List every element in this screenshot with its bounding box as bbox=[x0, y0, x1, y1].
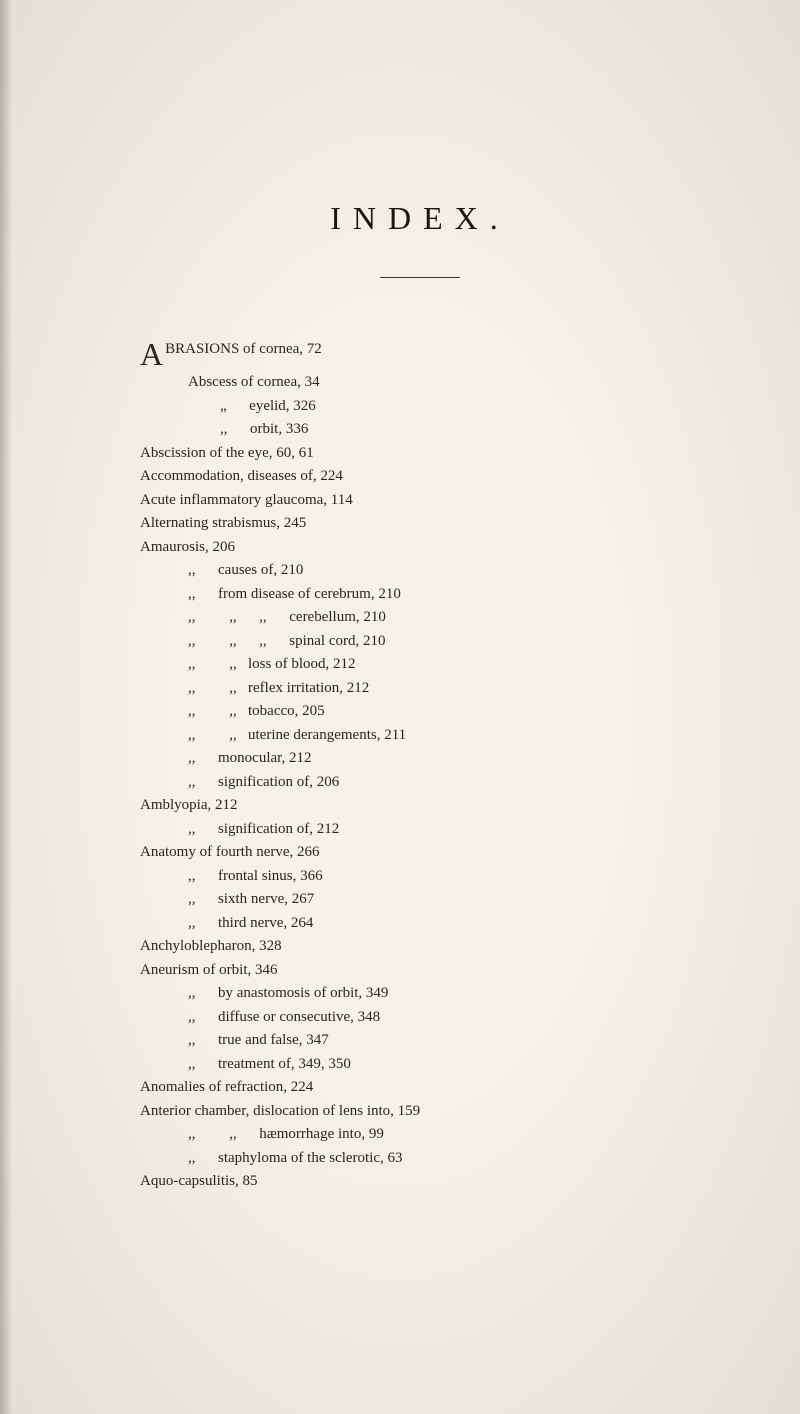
index-entry: ,, causes of, 210 bbox=[140, 559, 700, 582]
entry-text: Anomalies of refraction, 224 bbox=[140, 1079, 313, 1095]
index-entry: ,, sixth nerve, 267 bbox=[140, 888, 700, 911]
entry-text: Abscess of cornea, 34 bbox=[188, 374, 320, 390]
entry-text: ,, ,, loss of blood, 212 bbox=[188, 656, 356, 672]
entry-text: Alternating strabismus, 245 bbox=[140, 515, 306, 531]
index-entry: ,, diffuse or consecutive, 348 bbox=[140, 1006, 700, 1029]
entry-text: Aquo-capsulitis, 85 bbox=[140, 1173, 258, 1189]
entry-text: ,, diffuse or consecutive, 348 bbox=[188, 1009, 380, 1025]
index-entry: ,, ,, ,, spinal cord, 210 bbox=[140, 630, 700, 653]
entry-text: ,, ,, uterine derangements, 211 bbox=[188, 727, 406, 743]
entry-text: Acute inflammatory glaucoma, 114 bbox=[140, 492, 353, 508]
entry-text: „ eyelid, 326 bbox=[220, 398, 316, 414]
entry-text: Anterior chamber, dislocation of lens in… bbox=[140, 1103, 420, 1119]
entry-text: ,, by anastomosis of orbit, 349 bbox=[188, 985, 388, 1001]
entry-text: Accommodation, diseases of, 224 bbox=[140, 468, 343, 484]
entry-text: ,, ,, hæmorrhage into, 99 bbox=[188, 1126, 384, 1142]
entry-text: ,, ,, ,, cerebellum, 210 bbox=[188, 609, 386, 625]
index-entry: Abscess of cornea, 34 bbox=[140, 371, 700, 394]
index-entry: Aneurism of orbit, 346 bbox=[140, 959, 700, 982]
index-entry: ,, treatment of, 349, 350 bbox=[140, 1053, 700, 1076]
index-entry: ,, ,, loss of blood, 212 bbox=[140, 653, 700, 676]
entry-text: ,, ,, reflex irritation, 212 bbox=[188, 680, 369, 696]
index-entry: Anchyloblepharon, 328 bbox=[140, 935, 700, 958]
dropcap: A bbox=[140, 338, 163, 370]
index-entry: Acute inflammatory glaucoma, 114 bbox=[140, 489, 700, 512]
index-entry: Anatomy of fourth nerve, 266 bbox=[140, 841, 700, 864]
entry-text: ,, signification of, 206 bbox=[188, 774, 339, 790]
index-entry: ,, ,, hæmorrhage into, 99 bbox=[140, 1123, 700, 1146]
entry-text: BRASIONS of cornea, 72 bbox=[165, 338, 322, 361]
index-entry: ,, ,, ,, cerebellum, 210 bbox=[140, 606, 700, 629]
entry-text: Anatomy of fourth nerve, 266 bbox=[140, 844, 320, 860]
entry-text: Amblyopia, 212 bbox=[140, 797, 238, 813]
entry-text: Amaurosis, 206 bbox=[140, 539, 235, 555]
entry-text: ,, orbit, 336 bbox=[220, 421, 308, 437]
index-entry: ,, staphyloma of the sclerotic, 63 bbox=[140, 1147, 700, 1170]
index-entry: ,, ,, tobacco, 205 bbox=[140, 700, 700, 723]
index-entry: ,, by anastomosis of orbit, 349 bbox=[140, 982, 700, 1005]
entry-text: ,, ,, tobacco, 205 bbox=[188, 703, 325, 719]
entry-text: ,, frontal sinus, 366 bbox=[188, 868, 323, 884]
index-entry: Amaurosis, 206 bbox=[140, 536, 700, 559]
index-entry: „ eyelid, 326 bbox=[140, 395, 700, 418]
index-entry: ,, from disease of cerebrum, 210 bbox=[140, 583, 700, 606]
entry-text: ,, causes of, 210 bbox=[188, 562, 303, 578]
index-entry: ,, ,, uterine derangements, 211 bbox=[140, 724, 700, 747]
entry-text: ,, true and false, 347 bbox=[188, 1032, 329, 1048]
index-entry: Accommodation, diseases of, 224 bbox=[140, 465, 700, 488]
entry-text: ,, monocular, 212 bbox=[188, 750, 312, 766]
entry-text: ,, signification of, 212 bbox=[188, 821, 339, 837]
index-entry: ,, signification of, 212 bbox=[140, 818, 700, 841]
index-entry: ,, signification of, 206 bbox=[140, 771, 700, 794]
index-entry: ,, orbit, 336 bbox=[140, 418, 700, 441]
page-container: INDEX. ABRASIONS of cornea, 72 Abscess of… bbox=[0, 0, 800, 1414]
entry-text: ,, from disease of cerebrum, 210 bbox=[188, 586, 401, 602]
title-divider bbox=[380, 277, 460, 278]
entry-text: Aneurism of orbit, 346 bbox=[140, 962, 277, 978]
entry-text: ,, staphyloma of the sclerotic, 63 bbox=[188, 1150, 403, 1166]
index-entry: Abscission of the eye, 60, 61 bbox=[140, 442, 700, 465]
index-entry: ,, true and false, 347 bbox=[140, 1029, 700, 1052]
index-entry: Amblyopia, 212 bbox=[140, 794, 700, 817]
entry-text: Anchyloblepharon, 328 bbox=[140, 938, 282, 954]
index-entry: Anterior chamber, dislocation of lens in… bbox=[140, 1100, 700, 1123]
index-entry: ABRASIONS of cornea, 72 bbox=[140, 338, 700, 370]
index-entry: ,, ,, reflex irritation, 212 bbox=[140, 677, 700, 700]
entry-text: ,, ,, ,, spinal cord, 210 bbox=[188, 633, 385, 649]
entry-text: Abscission of the eye, 60, 61 bbox=[140, 445, 314, 461]
index-entry: ,, monocular, 212 bbox=[140, 747, 700, 770]
index-entry: ,, third nerve, 264 bbox=[140, 912, 700, 935]
entry-text: ,, sixth nerve, 267 bbox=[188, 891, 314, 907]
index-entry: Alternating strabismus, 245 bbox=[140, 512, 700, 535]
index-entry: Anomalies of refraction, 224 bbox=[140, 1076, 700, 1099]
index-entry: Aquo-capsulitis, 85 bbox=[140, 1170, 700, 1193]
entry-text: ,, third nerve, 264 bbox=[188, 915, 313, 931]
index-entry: ,, frontal sinus, 366 bbox=[140, 865, 700, 888]
entry-text: ,, treatment of, 349, 350 bbox=[188, 1056, 351, 1072]
page-title: INDEX. bbox=[140, 200, 700, 237]
index-content: ABRASIONS of cornea, 72 Abscess of cornea… bbox=[140, 338, 700, 1193]
